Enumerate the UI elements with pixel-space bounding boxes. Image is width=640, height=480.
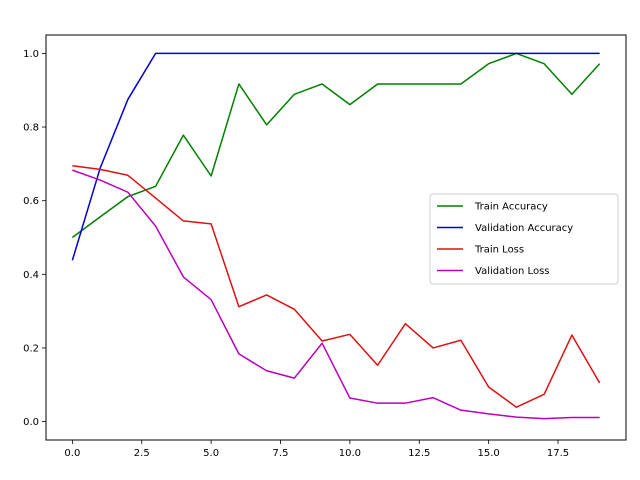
series-line-2 (72, 164, 601, 408)
plot-lines (71, 52, 601, 420)
legend: Train Accuracy Validation Accuracy Train L… (429, 193, 619, 285)
y-tick-label: 0.2 (23, 343, 39, 354)
y-tick-label: 0.4 (23, 270, 39, 281)
x-tick-label: 0.0 (64, 448, 80, 459)
legend-label-1: Validation Accuracy (475, 223, 573, 234)
series-line-1 (71, 52, 600, 261)
legend-label-2: Train Loss (474, 245, 524, 256)
y-tick-label: 0.8 (23, 123, 39, 134)
legend-label-0: Train Accuracy (474, 202, 548, 213)
y-axis: 0.0 0.2 0.4 0.6 0.8 1.0 (23, 49, 46, 428)
y-tick-label: 0.6 (23, 196, 39, 207)
y-tick-label: 0.0 (23, 417, 39, 428)
x-tick-label: 12.5 (408, 448, 430, 459)
x-tick-label: 5.0 (203, 448, 219, 459)
plot-frame (45, 34, 627, 441)
x-tick-label: 7.5 (273, 448, 289, 459)
series-line-0 (71, 52, 601, 239)
y-tick-label: 1.0 (23, 49, 39, 60)
series-line-3 (72, 169, 600, 420)
legend-label-3: Validation Loss (475, 266, 550, 277)
x-axis: 0.0 2.5 5.0 7.5 10.0 12.5 15.0 17.5 (64, 440, 569, 459)
x-tick-label: 17.5 (547, 448, 569, 459)
x-tick-label: 10.0 (339, 448, 361, 459)
x-tick-label: 2.5 (134, 448, 150, 459)
legend-box (429, 193, 619, 285)
x-tick-label: 15.0 (477, 448, 499, 459)
